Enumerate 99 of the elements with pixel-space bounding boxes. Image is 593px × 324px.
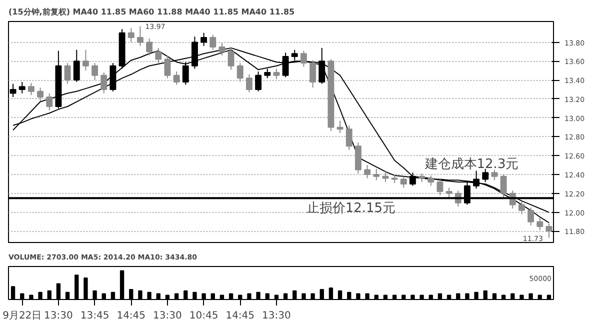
candlestick [300,50,307,68]
x-tick-label: 14:45 [116,310,146,322]
bar [302,293,306,300]
bar [147,292,152,300]
candlestick [536,217,544,231]
candlestick [382,170,389,183]
bar [256,292,260,300]
bar [310,293,315,300]
bar [483,290,488,300]
candlestick [409,172,416,186]
bar [383,294,388,300]
chart-title: (15分钟,前复权) MA40 11.85 MA60 11.88 MA40 11.85 MA40 11.85 [8,8,296,16]
candlestick [528,207,534,226]
bar [74,274,79,300]
ref-line-label: 止损价12.15元 [306,201,396,216]
bar [220,294,224,300]
bar [520,294,524,300]
candlestick [518,201,525,215]
bar [184,290,188,300]
x-tick-label: 10:45 [189,310,218,322]
bar [410,294,415,300]
bar [446,294,452,300]
x-tick-label: 14:45 [226,310,255,322]
bar [374,294,378,300]
candlestick [64,62,71,84]
candlestick [92,62,98,81]
bar [392,294,397,300]
bar [120,270,124,300]
candlestick [246,74,252,93]
candlestick [273,68,280,80]
candlestick [218,42,226,56]
bar [402,294,406,300]
candlestick [155,47,162,64]
candlestick [182,62,189,86]
candlestick [282,52,289,78]
bar [420,294,424,300]
bar [365,293,370,300]
candlestick [428,174,434,186]
candlestick [128,28,134,43]
bar [110,292,116,300]
candlestick [546,223,552,238]
candlestick [400,176,407,188]
candlestick [436,178,444,196]
bar [356,293,360,300]
bar [465,293,470,300]
candlestick [200,32,208,47]
bar [320,288,324,300]
candlestick [28,82,34,96]
candlestick [482,168,489,183]
bar [501,294,506,300]
candlestick [173,71,180,86]
candlestick [346,124,352,150]
x-tick-label: 13:30 [153,310,182,322]
bar [38,292,42,300]
candlestick [146,38,153,56]
bar [528,293,533,300]
bar [538,294,542,300]
bar [347,292,352,300]
candlestick [236,62,244,82]
bar [65,292,70,300]
candlestick [354,142,362,174]
x-tick-label: 13:30 [44,310,73,322]
candlestick [46,92,53,111]
candlestick [500,174,507,198]
candlestick [18,81,26,94]
candlestick [82,49,89,72]
candlestick [255,71,262,92]
bar [84,277,88,300]
candlestick [491,169,498,181]
candlestick [364,164,371,179]
bar [29,294,34,300]
annotation: 建仓成本12.3元 [424,156,519,172]
candlestick [110,62,116,92]
bar [10,286,16,300]
bar [138,290,142,300]
bar [247,293,252,300]
candlestick [136,26,144,47]
candlestick [210,34,216,50]
bar [338,290,342,300]
x-tick-label: 9月22日 [2,310,42,322]
bar [428,294,433,300]
candlestick [164,55,171,79]
bar [546,294,552,300]
candlestick [264,68,271,79]
candlestick [446,187,452,199]
bar [474,292,478,300]
candlestick [228,47,234,70]
x-tick-label: 13:45 [80,310,110,322]
candlestick [73,49,80,82]
bar [328,288,334,300]
bar [192,292,197,300]
candlestick [100,72,108,94]
candlestick [473,170,480,190]
candlestick [310,60,316,88]
x-tick-label: 13:30 [262,310,291,322]
candlestick [373,168,380,181]
bar [292,290,297,300]
candlestick [37,87,44,102]
bar [47,290,52,300]
